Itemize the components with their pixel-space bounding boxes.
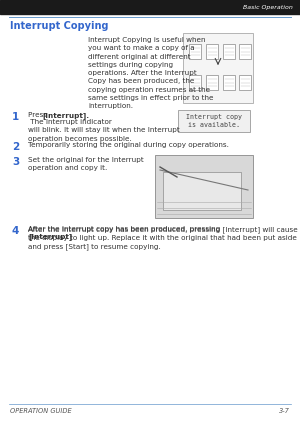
Bar <box>223 43 235 59</box>
Text: Press: Press <box>28 112 50 118</box>
Text: After the Interrupt copy has been produced, pressing: After the Interrupt copy has been produc… <box>28 226 223 232</box>
Bar <box>189 74 201 90</box>
Bar <box>189 43 201 59</box>
Bar <box>239 74 251 90</box>
Text: The Interrupt indicator
will blink. It will stay lit when the Interrupt
operatio: The Interrupt indicator will blink. It w… <box>28 119 180 142</box>
Bar <box>0 0 300 14</box>
Text: [Interrupt]: [Interrupt] <box>28 233 72 240</box>
Bar <box>178 110 250 132</box>
Text: 1: 1 <box>12 112 19 122</box>
Text: Temporarily storing the original during copy operations.: Temporarily storing the original during … <box>28 142 229 148</box>
Text: 2: 2 <box>12 142 19 152</box>
Bar <box>206 74 218 90</box>
Text: Interrupt copy
is available.: Interrupt copy is available. <box>186 114 242 128</box>
Text: Basic Operation: Basic Operation <box>243 5 293 9</box>
Text: 3-7: 3-7 <box>279 408 290 414</box>
Bar <box>183 33 253 103</box>
Bar <box>239 43 251 59</box>
Text: After the Interrupt copy has been produced, pressing [Interrupt] will cause
the : After the Interrupt copy has been produc… <box>28 226 298 250</box>
Bar <box>155 155 253 218</box>
Text: Set the original for the Interrupt
operation and copy it.: Set the original for the Interrupt opera… <box>28 157 144 171</box>
Text: OPERATION GUIDE: OPERATION GUIDE <box>10 408 72 414</box>
Bar <box>223 74 235 90</box>
Text: 4: 4 <box>12 226 20 236</box>
Bar <box>163 172 241 210</box>
Text: Interrupt Copying is useful when
you want to make a copy of a
different original: Interrupt Copying is useful when you wan… <box>88 37 214 109</box>
Bar <box>206 43 218 59</box>
Text: 3: 3 <box>12 157 19 167</box>
Text: Interrupt Copying: Interrupt Copying <box>10 21 109 31</box>
Text: [Interrupt].: [Interrupt]. <box>42 112 89 119</box>
